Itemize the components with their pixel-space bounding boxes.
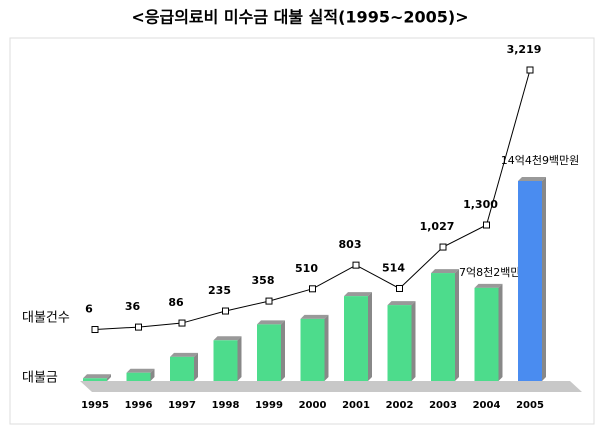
series-label: 대불금	[22, 371, 58, 386]
bar	[213, 340, 238, 381]
marker	[483, 221, 490, 229]
data-label: 803	[339, 238, 362, 251]
x-tick-label: 1998	[212, 400, 240, 411]
x-tick-label: 2002	[386, 400, 414, 411]
marker	[396, 284, 403, 292]
x-tick-label: 2005	[516, 400, 544, 411]
x-tick-label: 1996	[125, 400, 153, 411]
bar-top	[83, 374, 111, 379]
x-tick-label: 2004	[473, 400, 501, 411]
data-label: 36	[125, 300, 141, 313]
data-label: 3,219	[507, 43, 542, 56]
marker	[91, 326, 99, 334]
chart-title: <응급의료비 미수금 대불 실적(1995~2005)>	[131, 8, 468, 27]
x-tick-label: 1997	[168, 400, 196, 411]
marker	[178, 319, 186, 327]
bar	[518, 181, 542, 381]
bar	[170, 356, 194, 381]
data-label: 1,027	[420, 220, 455, 233]
bar-side	[107, 374, 111, 381]
bar-top	[518, 177, 546, 181]
bar-side	[324, 314, 329, 381]
bar-top	[257, 320, 285, 325]
data-label: 14억4천9백만원	[501, 153, 580, 167]
bar-side	[194, 352, 198, 381]
marker	[309, 285, 316, 293]
data-label: 235	[208, 284, 231, 297]
bar-top	[213, 336, 242, 341]
bar	[431, 273, 455, 381]
marker	[526, 66, 534, 74]
data-label: 1,300	[463, 198, 498, 211]
bar-top	[431, 269, 459, 274]
data-label: 7억8천2백만원	[459, 265, 531, 279]
bar-side	[455, 269, 459, 381]
data-label: 86	[168, 296, 184, 309]
bar	[300, 318, 325, 381]
data-label: 514	[382, 261, 405, 274]
bar-side	[542, 177, 546, 381]
x-tick-label: 2000	[299, 400, 327, 411]
bar-side	[150, 368, 155, 381]
bar-top	[474, 283, 503, 288]
marker	[439, 243, 447, 251]
bar-top	[387, 301, 416, 306]
floor	[80, 381, 582, 392]
bar-top	[344, 292, 372, 297]
data-label: 6	[85, 303, 93, 316]
bar-side	[281, 320, 285, 381]
bar	[257, 324, 281, 381]
x-tick-label: 2003	[429, 400, 457, 411]
bar-top	[126, 368, 155, 373]
marker	[135, 323, 142, 331]
bar-top	[170, 352, 198, 357]
bar	[387, 305, 412, 381]
bar	[126, 372, 151, 381]
marker	[222, 307, 229, 315]
bar-side	[411, 301, 416, 381]
x-tick-label: 1999	[255, 400, 283, 411]
bar-side	[237, 336, 242, 381]
bar	[474, 287, 499, 381]
x-tick-label: 1995	[81, 400, 109, 411]
data-label: 510	[295, 262, 318, 275]
series-label: 대불건수	[22, 311, 70, 326]
bar	[344, 296, 368, 381]
x-tick-label: 2001	[342, 400, 370, 411]
data-label: 358	[252, 274, 275, 287]
bar	[83, 378, 107, 381]
bar-side	[368, 292, 372, 381]
marker	[265, 297, 273, 305]
bar-top	[300, 314, 329, 319]
bar-side	[498, 283, 503, 381]
marker	[352, 261, 360, 269]
